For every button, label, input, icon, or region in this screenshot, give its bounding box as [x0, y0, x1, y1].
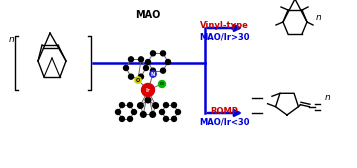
- Text: n: n: [9, 35, 15, 44]
- Circle shape: [160, 110, 165, 115]
- Text: MAO/Ir<30: MAO/Ir<30: [199, 117, 249, 127]
- Circle shape: [129, 57, 134, 62]
- Circle shape: [151, 68, 156, 73]
- Circle shape: [171, 103, 176, 108]
- Circle shape: [151, 51, 156, 56]
- Circle shape: [139, 74, 144, 79]
- Circle shape: [153, 103, 159, 108]
- Circle shape: [159, 80, 166, 88]
- Circle shape: [120, 103, 125, 108]
- Circle shape: [127, 103, 132, 108]
- Circle shape: [137, 103, 143, 108]
- Circle shape: [127, 116, 132, 121]
- Circle shape: [141, 83, 155, 96]
- Text: n: n: [316, 12, 322, 22]
- Circle shape: [131, 110, 136, 115]
- Circle shape: [164, 116, 169, 121]
- Circle shape: [129, 74, 134, 79]
- Circle shape: [161, 68, 166, 73]
- Circle shape: [141, 112, 146, 117]
- Text: MAO: MAO: [135, 10, 161, 20]
- Text: n: n: [325, 94, 330, 102]
- Circle shape: [150, 112, 156, 117]
- Circle shape: [161, 51, 166, 56]
- Text: O: O: [136, 77, 140, 82]
- Circle shape: [145, 97, 151, 103]
- Text: MAO/Ir>30: MAO/Ir>30: [199, 32, 249, 41]
- Circle shape: [150, 71, 156, 77]
- Circle shape: [176, 110, 181, 115]
- Text: Vinyl-type: Vinyl-type: [200, 22, 248, 31]
- Text: ROMP: ROMP: [210, 107, 238, 116]
- Circle shape: [166, 59, 171, 65]
- Circle shape: [171, 116, 176, 121]
- Text: Cl: Cl: [160, 82, 164, 86]
- Circle shape: [144, 66, 149, 71]
- Circle shape: [146, 59, 151, 65]
- Circle shape: [124, 66, 129, 71]
- Text: N: N: [151, 72, 155, 76]
- Circle shape: [164, 103, 169, 108]
- Circle shape: [135, 77, 141, 83]
- Circle shape: [116, 110, 121, 115]
- Text: Ir: Ir: [146, 88, 150, 93]
- Circle shape: [139, 57, 144, 62]
- Circle shape: [120, 116, 125, 121]
